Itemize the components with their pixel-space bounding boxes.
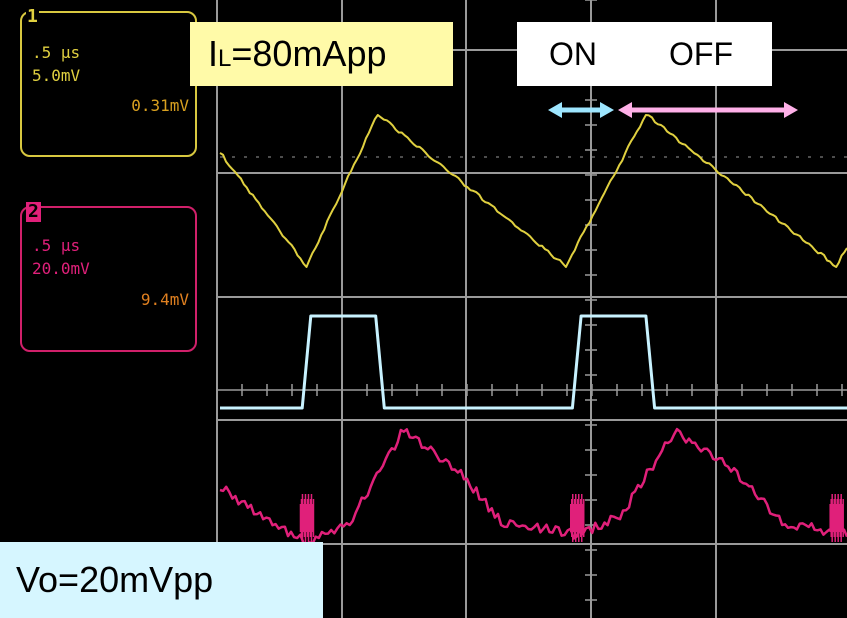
il-value: =80mApp bbox=[231, 33, 387, 74]
channel-2-amplitude: 9.4mV bbox=[140, 290, 189, 309]
il-main: I bbox=[208, 33, 219, 74]
on-label: ON bbox=[549, 36, 597, 72]
switching-spike-2 bbox=[829, 494, 844, 542]
on-off-arrows bbox=[548, 102, 798, 118]
gate-signal-trace bbox=[220, 314, 847, 410]
channel-2-scale: 20.0mV bbox=[32, 259, 90, 278]
il-subscript: L bbox=[218, 45, 232, 72]
switching-spike-1 bbox=[569, 494, 585, 542]
switching-spike-0 bbox=[299, 494, 315, 542]
channel-1-amplitude: 0.31mV bbox=[131, 96, 189, 115]
off-arrow-head-right bbox=[784, 102, 798, 118]
on-off-label: ON OFF bbox=[517, 22, 772, 86]
channel-1-scale: 5.0mV bbox=[32, 66, 81, 85]
channel-2-timebase: .5 µs bbox=[32, 236, 81, 255]
inductor-current-label: IL=80mApp bbox=[190, 22, 453, 86]
output-ripple-trace bbox=[219, 427, 847, 547]
channel-2-number: 2 bbox=[26, 201, 41, 222]
channel-1-number: 1 bbox=[26, 6, 39, 27]
off-arrow-head-left bbox=[618, 102, 632, 118]
channel-1-timebase: .5 µs bbox=[32, 43, 81, 62]
output-ripple-label: Vo=20mVpp bbox=[0, 542, 323, 618]
channel-1-readout: 1 .5 µs 5.0mV 0.31mV bbox=[20, 7, 197, 157]
on-arrow-head-right bbox=[600, 102, 614, 118]
off-label: OFF bbox=[669, 36, 733, 72]
on-arrow-head-left bbox=[548, 102, 562, 118]
inductor-current-trace bbox=[219, 114, 847, 268]
channel-2-readout: 2 .5 µs 20.0mV 9.4mV bbox=[20, 202, 197, 352]
